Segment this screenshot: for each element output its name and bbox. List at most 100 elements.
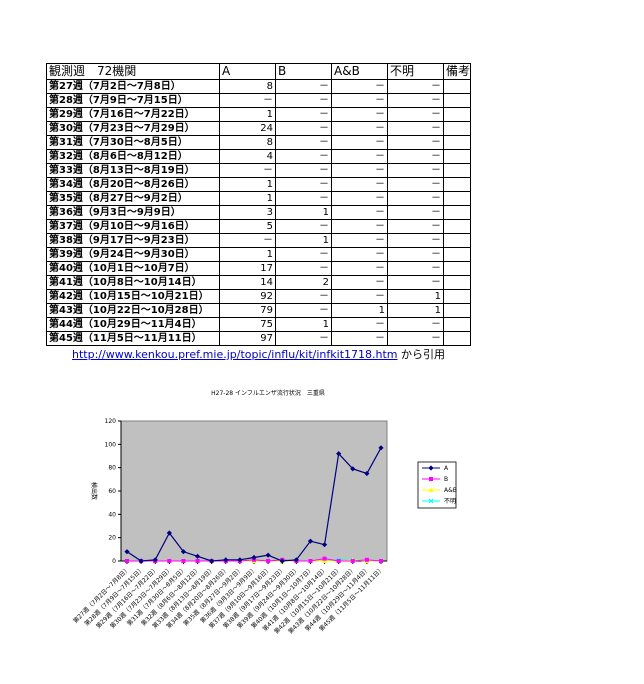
data-point-b [167,559,172,563]
table-row: 第32週（8月6日～8月12日） 4 －－－ [46,149,471,164]
week-cell: 第27週（7月2日～7月8日） [46,79,220,94]
legend-box [417,461,457,509]
b-cell: － [275,247,332,262]
header-b: B [275,63,332,80]
a-cell: 24 [219,121,276,136]
a-cell: 3 [219,205,276,220]
ab-cell: － [331,191,388,206]
ab-cell: － [331,93,388,108]
unknown-cell: － [387,177,444,192]
unknown-cell: － [387,191,444,206]
unknown-cell: － [387,247,444,262]
week-cell: 第30週（7月23日～7月29日） [46,121,220,136]
data-point-b [125,559,129,563]
b-cell: － [275,303,332,318]
table-row: 第27週（7月2日～7月8日） 8 －－－ [46,79,471,94]
data-point-b [266,559,271,563]
ab-cell: － [331,177,388,192]
notes-cell [443,107,471,122]
week-cell: 第43週（10月22日～10月28日） [46,303,220,318]
table-row: 第35週（8月27日～9月2日） 1 －－－ [46,191,471,206]
unknown-cell: － [387,135,444,150]
unknown-cell: － [387,331,444,346]
data-point-a [428,465,434,471]
data-point-b [181,559,186,563]
week-cell: 第33週（8月13日～8月19日） [46,163,220,178]
ab-cell: － [331,135,388,150]
header-unknown: 不明 [387,63,444,80]
data-point-a [364,470,370,477]
ab-cell: － [331,219,388,234]
unknown-cell: － [387,163,444,178]
b-cell: － [275,107,332,122]
influenza-line-chart: H27-28 インフルエンザ流行状況 三重県 0 20 40 60 80 100 120 検出数… [71,389,457,636]
week-cell: 第39週（9月24日～9月30日） [46,247,220,262]
plot-area [120,420,388,562]
data-point-b [364,557,369,562]
ab-cell: － [331,79,388,94]
data-point-a [265,552,271,558]
notes-cell [443,121,471,136]
data-point-b [429,477,433,481]
b-cell: － [275,149,332,164]
unknown-cell: － [387,275,444,290]
legend-label: B [444,476,448,483]
a-cell: 97 [219,331,276,346]
week-cell: 第45週（11月5日～11月11日） [46,331,220,346]
table-row: 第41週（10月8日～10月14日） 14 2 －－ [46,275,471,290]
table-row: 第45週（11月5日～11月11日） 97 －－－ [46,331,471,346]
ab-cell: － [331,233,388,248]
b-cell: 1 [275,233,332,248]
unknown-cell: － [387,219,444,234]
source-link[interactable]: http://www.kenkou.pref.mie.jp/topic/infl… [72,348,398,361]
table-header-row: 観測週 72機関 A B A&B 不明 備考 [46,63,471,80]
a-cell: 4 [219,149,276,164]
week-cell: 第42週（10月15日～10月21日） [46,289,220,304]
unknown-cell: － [387,121,444,136]
b-cell: － [275,219,332,234]
source-citation: http://www.kenkou.pref.mie.jp/topic/infl… [72,346,445,362]
table-row: 第36週（9月3日～9月9日） 3 1 －－ [46,205,471,220]
b-cell: － [275,79,332,94]
ab-cell: － [331,107,388,122]
a-cell: 14 [219,275,276,290]
header-week: 観測週 72機関 [46,63,220,80]
data-point-b [195,559,200,563]
unknown-cell: － [387,149,444,164]
source-suffix: から引用 [401,348,445,361]
week-cell: 第41週（10月8日～10月14日） [46,275,220,290]
b-cell: 1 [275,317,332,332]
notes-cell [443,135,471,150]
unknown-cell: － [387,93,444,108]
b-cell: － [275,93,332,108]
ab-cell: － [331,247,388,262]
a-cell: － [219,93,276,108]
table-row: 第39週（9月24日～9月30日） 1 －－－ [46,247,471,262]
table-row: 第33週（8月13日～8月19日）－－－－ [46,163,471,178]
notes-cell [443,289,471,304]
notes-cell [443,177,471,192]
a-cell: 75 [219,317,276,332]
week-cell: 第37週（9月10日～9月16日） [46,219,220,234]
y-tick-label: 100 [105,441,117,448]
a-cell: － [219,163,276,178]
b-cell: － [275,331,332,346]
week-cell: 第35週（8月27日～9月2日） [46,191,220,206]
unknown-cell: － [387,317,444,332]
y-tick-label: 20 [108,535,116,542]
table-row: 第44週（10月29日～11月4日） 75 1 －－ [46,317,471,332]
week-cell: 第34週（8月20日～8月26日） [46,177,220,192]
b-cell: － [275,163,332,178]
notes-cell [443,205,471,220]
header-ab: A&B [331,63,388,80]
ab-cell: 1 [331,303,388,318]
b-cell: 1 [275,205,332,220]
a-cell: 79 [219,303,276,318]
a-cell: － [219,233,276,248]
data-point-b [336,559,341,563]
b-cell: － [275,177,332,192]
a-cell: 1 [219,177,276,192]
table-row: 第30週（7月23日～7月29日） 24 －－－ [46,121,471,136]
week-cell: 第29週（7月16日～7月22日） [46,107,220,122]
header-notes: 備考 [443,63,471,80]
